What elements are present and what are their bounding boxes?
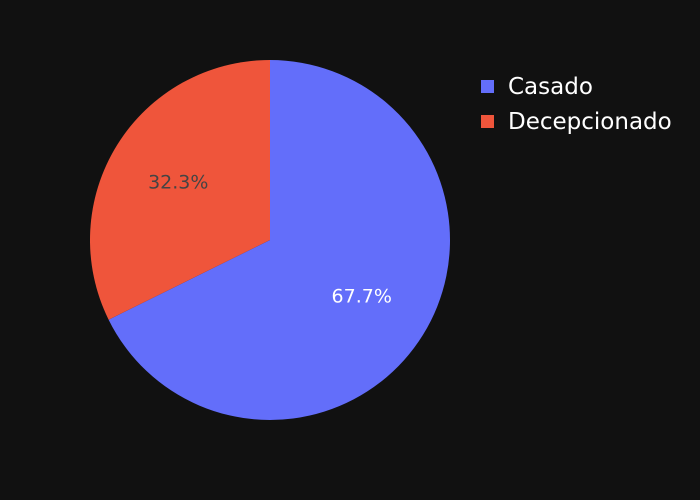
legend-label-decepcionado: Decepcionado bbox=[508, 108, 672, 135]
pie-labels: 67.7% 32.3% bbox=[148, 171, 392, 307]
legend-item-decepcionado[interactable]: Decepcionado bbox=[481, 104, 672, 139]
legend-label-casado: Casado bbox=[508, 73, 593, 100]
pie-label-decepcionado: 32.3% bbox=[148, 171, 208, 193]
legend-swatch-casado bbox=[481, 80, 494, 93]
pie-slice-casado[interactable] bbox=[108, 60, 450, 420]
legend-swatch-decepcionado bbox=[481, 115, 494, 128]
legend-item-casado[interactable]: Casado bbox=[481, 69, 672, 104]
legend: Casado Decepcionado bbox=[481, 69, 672, 139]
pie-slice-decepcionado[interactable] bbox=[89, 60, 270, 320]
pie-label-casado: 67.7% bbox=[332, 286, 392, 308]
pie-slices bbox=[89, 60, 450, 420]
